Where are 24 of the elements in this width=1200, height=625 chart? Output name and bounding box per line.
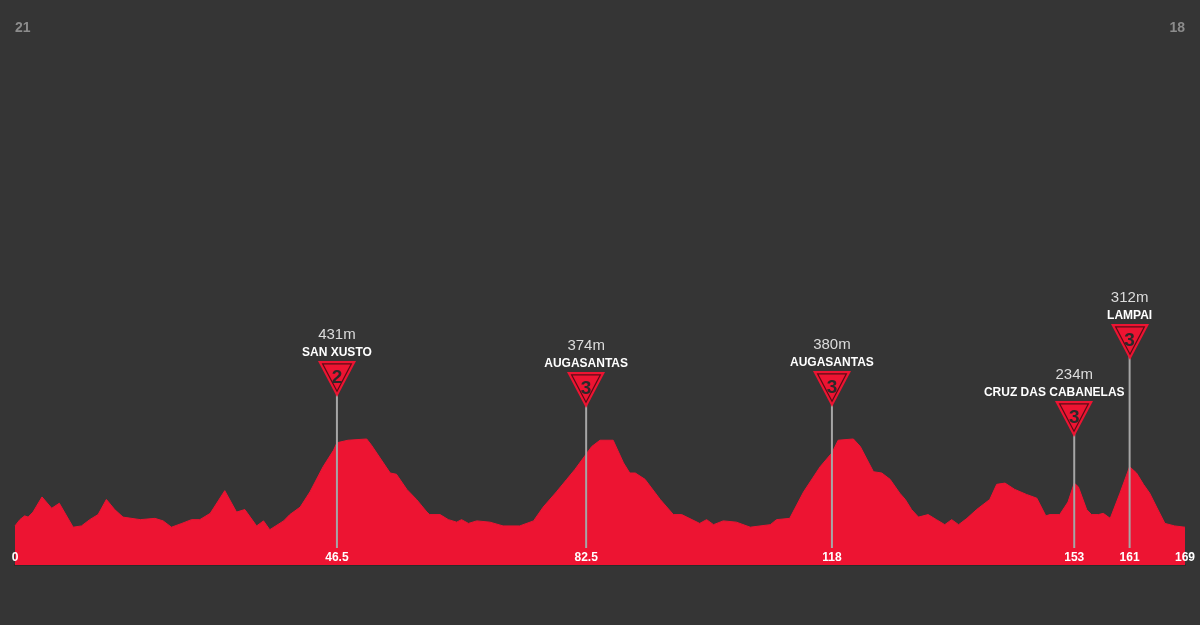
x-tick-label: 0 xyxy=(11,550,19,564)
text: 234m xyxy=(1055,365,1093,383)
text: 18 xyxy=(1169,19,1186,35)
text: 431m xyxy=(318,324,356,342)
x-tick-label: 118 xyxy=(822,550,842,564)
text: 3 xyxy=(1123,329,1136,351)
x-tick-label: 153 xyxy=(1064,550,1085,564)
text: 3 xyxy=(1067,406,1081,428)
ref-line-label: AUGASANTAS xyxy=(544,356,629,371)
x-tick-label: 161 xyxy=(1119,550,1140,564)
text: 380m xyxy=(813,334,851,352)
text: 2 xyxy=(330,365,344,387)
text: 374m xyxy=(567,336,605,354)
ref-line-label: SAN XUSTO xyxy=(302,344,372,359)
x-tick-label: 169 xyxy=(1174,550,1196,564)
text: 312m xyxy=(1110,288,1149,306)
text: 3 xyxy=(579,377,593,399)
ref-line-label: CRUZ DAS CABANELAS xyxy=(983,385,1125,400)
text: 3 xyxy=(825,375,839,397)
text: 21 xyxy=(15,19,31,35)
x-tick-label: 46.5 xyxy=(325,550,349,564)
ref-line-label: AUGASANTAS xyxy=(790,354,874,369)
ref-line-label: LAMPAI xyxy=(1107,308,1153,323)
x-tick-label: 82.5 xyxy=(574,550,599,564)
